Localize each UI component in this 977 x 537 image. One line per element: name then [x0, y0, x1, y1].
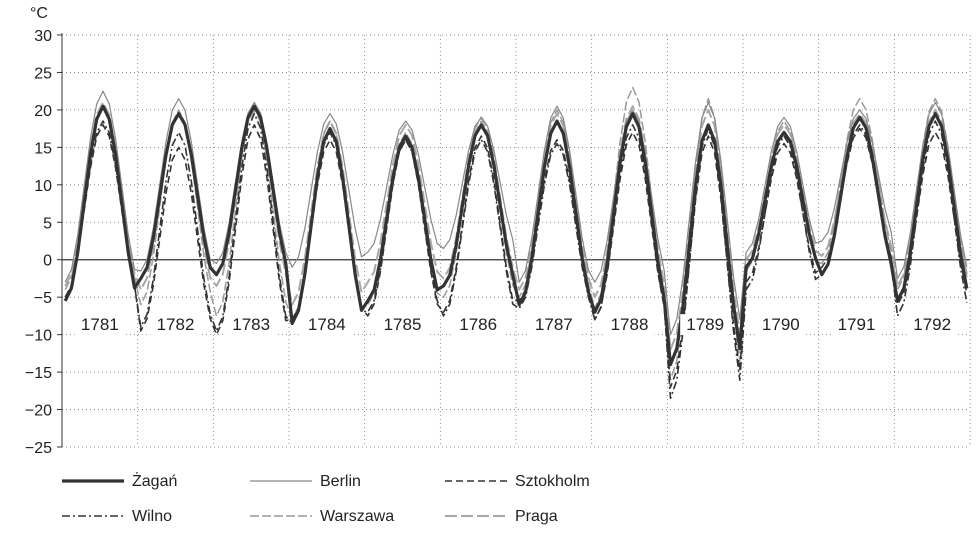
y-tick-label: −20 — [25, 403, 52, 420]
year-label-bg — [150, 314, 201, 336]
y-tick-label: 10 — [34, 178, 52, 195]
year-label: 1781 — [81, 315, 119, 334]
legend-label: Sztokholm — [515, 473, 590, 490]
series-line-1 — [63, 104, 969, 367]
legend-label: Berlin — [320, 473, 361, 490]
year-label-bg — [831, 314, 882, 336]
series-line-6 — [64, 101, 968, 351]
year-label-bg — [604, 314, 655, 336]
year-label-bg — [226, 314, 277, 336]
year-label: 1791 — [838, 315, 876, 334]
legend-label: Praga — [515, 508, 558, 525]
y-tick-label: 30 — [34, 28, 52, 45]
y-tick-label: 0 — [43, 253, 52, 270]
year-label-bg — [453, 314, 504, 336]
y-tick-label: −15 — [25, 365, 52, 382]
legend-label: Żagań — [132, 471, 177, 490]
year-label-bg — [755, 314, 806, 336]
year-label-bg — [74, 314, 125, 336]
grid — [62, 34, 971, 448]
y-axis: 30 25 20 15 10 5 0 −5 −10 −15 −20 −25 — [25, 28, 63, 457]
series-line-5 — [64, 86, 968, 381]
year-label: 1792 — [913, 315, 951, 334]
year-label: 1784 — [308, 315, 346, 334]
legend-label: Warszawa — [320, 508, 394, 525]
year-label: 1782 — [157, 315, 195, 334]
year-label: 1787 — [535, 315, 573, 334]
year-label: 1783 — [232, 315, 270, 334]
year-label-bg — [907, 314, 958, 336]
y-unit-label: °C — [30, 5, 48, 22]
y-tick-label: 20 — [34, 103, 52, 120]
year-label: 1789 — [686, 315, 724, 334]
series-line-3 — [64, 124, 968, 388]
y-tick-label: 25 — [34, 65, 52, 82]
year-label: 1785 — [384, 315, 422, 334]
legend: Żagań Berlin Sztokholm Wilno Warszawa Praga — [62, 471, 590, 525]
year-label-bg — [301, 314, 352, 336]
series-lines — [63, 86, 969, 400]
y-tick-label: −5 — [34, 290, 52, 307]
year-label: 1790 — [762, 315, 800, 334]
series-line-2 — [64, 90, 968, 336]
year-labels: 1781 1782 1783 1784 1785 1786 1787 1788 1789 1790… — [74, 314, 958, 336]
series-line-4 — [64, 112, 968, 400]
year-label: 1788 — [611, 315, 649, 334]
year-label: 1786 — [459, 315, 497, 334]
y-tick-label: −25 — [25, 440, 52, 457]
legend-label: Wilno — [132, 508, 172, 525]
year-label-bg — [528, 314, 579, 336]
y-tick-label: −10 — [25, 328, 52, 345]
year-label-bg — [377, 314, 428, 336]
y-tick-label: 5 — [43, 215, 52, 232]
y-tick-label: 15 — [34, 140, 52, 157]
year-label-bg — [680, 314, 731, 336]
